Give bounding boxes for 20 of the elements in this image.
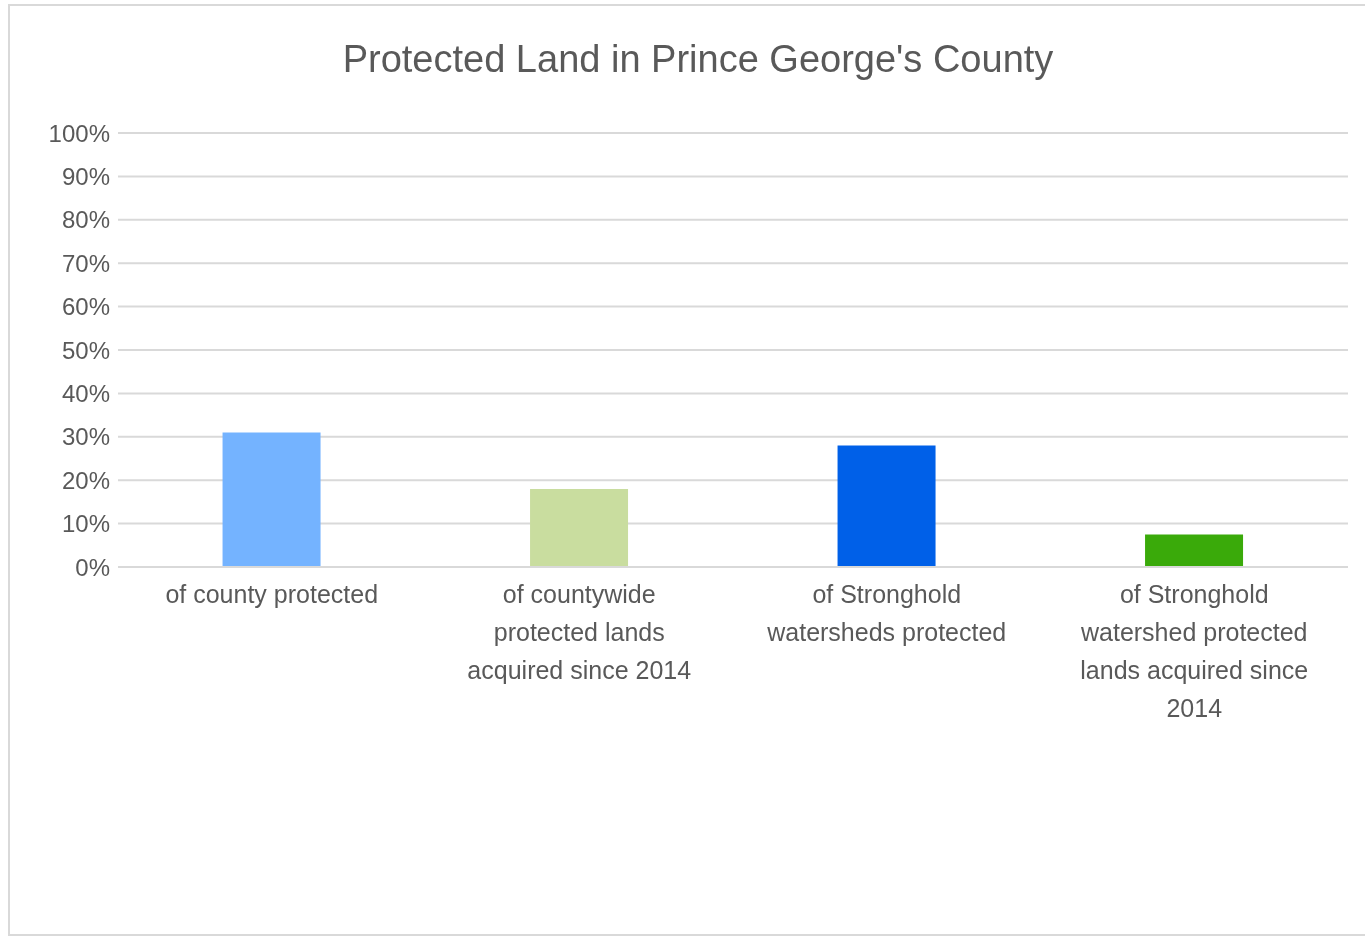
y-tick-label: 70% [61,249,110,277]
y-tick-label: 20% [61,466,110,494]
bar [1145,534,1244,567]
x-tick-label: of Stronghold watershed protected lands acquired since 2014 [1079,580,1309,722]
y-tick-label: 60% [61,293,110,321]
bar [222,432,321,567]
y-tick-label: 10% [61,510,110,538]
x-tick-label: of Stronghold watersheds protected [766,580,1007,646]
bar [837,445,936,567]
bar [530,488,629,567]
chart-title: Protected Land in Prince George's County [341,38,1055,81]
y-tick-label: 100% [48,119,110,147]
x-tick-label: of county protected [165,580,379,608]
y-tick-label: 30% [61,423,110,451]
y-tick-label: 50% [61,336,110,364]
y-tick-label: 80% [61,206,110,234]
x-tick-label: of countywide protected lands acquired since 2014 [467,580,692,684]
y-tick-label: 0% [75,553,110,581]
y-tick-label: 90% [61,162,110,190]
y-tick-label: 40% [61,379,110,407]
